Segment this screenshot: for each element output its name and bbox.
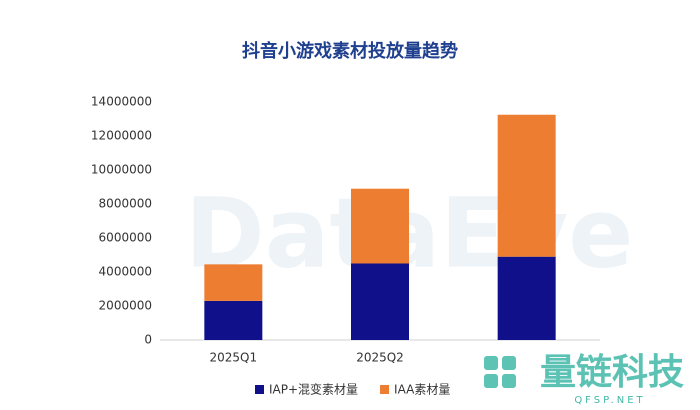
y-tick-label: 4000000 [99, 265, 152, 279]
y-tick-label: 6000000 [99, 231, 152, 245]
y-tick-label: 8000000 [99, 197, 152, 211]
legend-label: IAP+混变素材量 [269, 382, 358, 397]
watermark-logo: 量链科技 QFSP.NET [484, 352, 684, 406]
legend-label: IAA素材量 [394, 383, 450, 397]
bar-segment [204, 264, 263, 301]
y-tick-label: 12000000 [91, 129, 152, 143]
x-tick-label: 2025Q2 [356, 351, 404, 365]
y-tick-label: 10000000 [91, 163, 152, 177]
y-tick-label: 14000000 [91, 95, 152, 109]
bar-segment [497, 114, 556, 257]
y-tick-label: 2000000 [99, 299, 152, 313]
chart-title: 抖音小游戏素材投放量趋势 [242, 40, 458, 62]
bar-segment [351, 263, 409, 340]
watermark-name: 量链科技 [540, 352, 684, 393]
legend-swatch [255, 385, 264, 394]
legend-swatch [380, 385, 390, 394]
bar-segment [497, 256, 556, 340]
watermark-site: QFSP.NET [574, 395, 645, 406]
bar-segment [351, 188, 409, 264]
y-tick-label: 0 [144, 333, 152, 347]
x-tick-label: 2025Q1 [210, 351, 258, 365]
bar-segment [204, 300, 263, 340]
